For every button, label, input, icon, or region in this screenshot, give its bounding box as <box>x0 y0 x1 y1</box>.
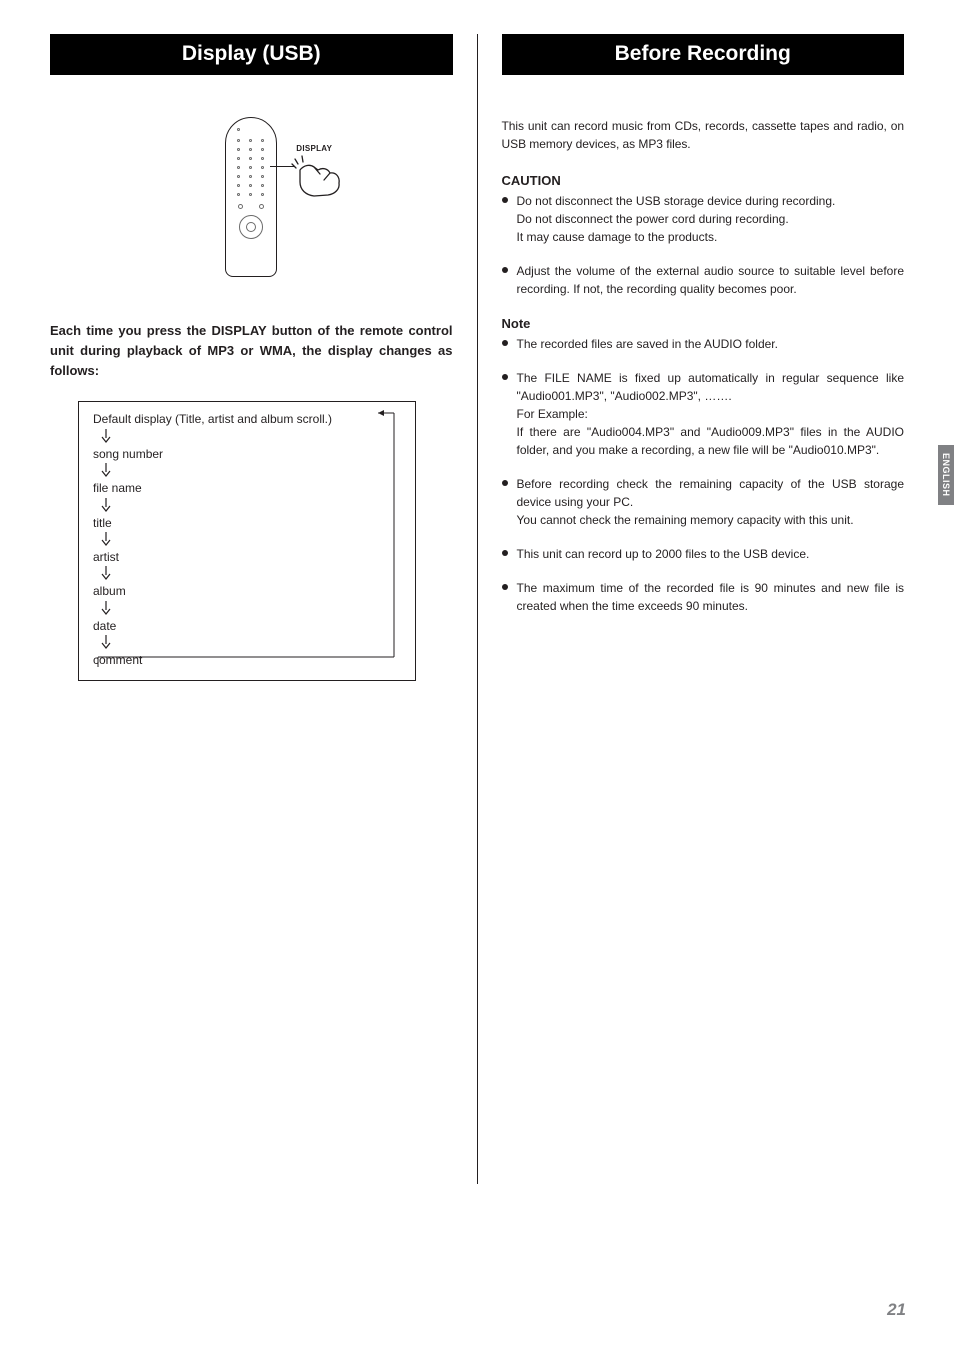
list-item: The maximum time of the recorded file is… <box>502 579 905 615</box>
flow-item: comment <box>93 653 401 667</box>
note-list: The recorded files are saved in the AUDI… <box>502 335 905 615</box>
lead-in-text: Each time you press the DISPLAY button o… <box>50 321 453 381</box>
flow-box: Default display (Title, artist and album… <box>78 401 416 680</box>
remote-figure: DISPLAY <box>50 117 453 277</box>
down-arrow-icon <box>101 429 401 445</box>
list-item: Do not disconnect the USB storage device… <box>502 192 905 246</box>
flow-item: date <box>93 619 401 633</box>
down-arrow-icon <box>101 566 401 582</box>
language-tab: ENGLISH <box>938 445 954 505</box>
down-arrow-icon <box>101 635 401 651</box>
list-item: The recorded files are saved in the AUDI… <box>502 335 905 353</box>
right-column: Before Recording This unit can record mu… <box>478 34 905 1184</box>
left-column: Display (USB) <box>50 34 477 1184</box>
caution-list: Do not disconnect the USB storage device… <box>502 192 905 298</box>
flow-item: Default display (Title, artist and album… <box>93 412 401 426</box>
flow-diagram: Default display (Title, artist and album… <box>50 401 453 680</box>
left-section-header: Display (USB) <box>50 34 453 75</box>
list-item: Before recording check the remaining cap… <box>502 475 905 529</box>
flow-top-row: Default display (Title, artist and album… <box>93 412 401 426</box>
caution-heading: CAUTION <box>502 173 905 188</box>
page-number: 21 <box>887 1300 906 1320</box>
right-section-header: Before Recording <box>502 34 905 75</box>
down-arrow-icon <box>101 532 401 548</box>
note-heading: Note <box>502 316 905 331</box>
page: Display (USB) <box>0 0 954 1184</box>
down-arrow-icon <box>101 463 401 479</box>
remote-outline <box>225 117 277 277</box>
flow-item: file name <box>93 481 401 495</box>
list-item: The FILE NAME is fixed up automatically … <box>502 369 905 459</box>
flow-item: artist <box>93 550 401 564</box>
down-arrow-icon <box>101 601 401 617</box>
list-item: Adjust the volume of the external audio … <box>502 262 905 298</box>
flow-item: album <box>93 584 401 598</box>
flow-item: title <box>93 516 401 530</box>
intro-paragraph: This unit can record music from CDs, rec… <box>502 117 905 153</box>
hand-icon <box>290 152 346 202</box>
list-item: This unit can record up to 2000 files to… <box>502 545 905 563</box>
flow-item: song number <box>93 447 401 461</box>
down-arrow-icon <box>101 498 401 514</box>
